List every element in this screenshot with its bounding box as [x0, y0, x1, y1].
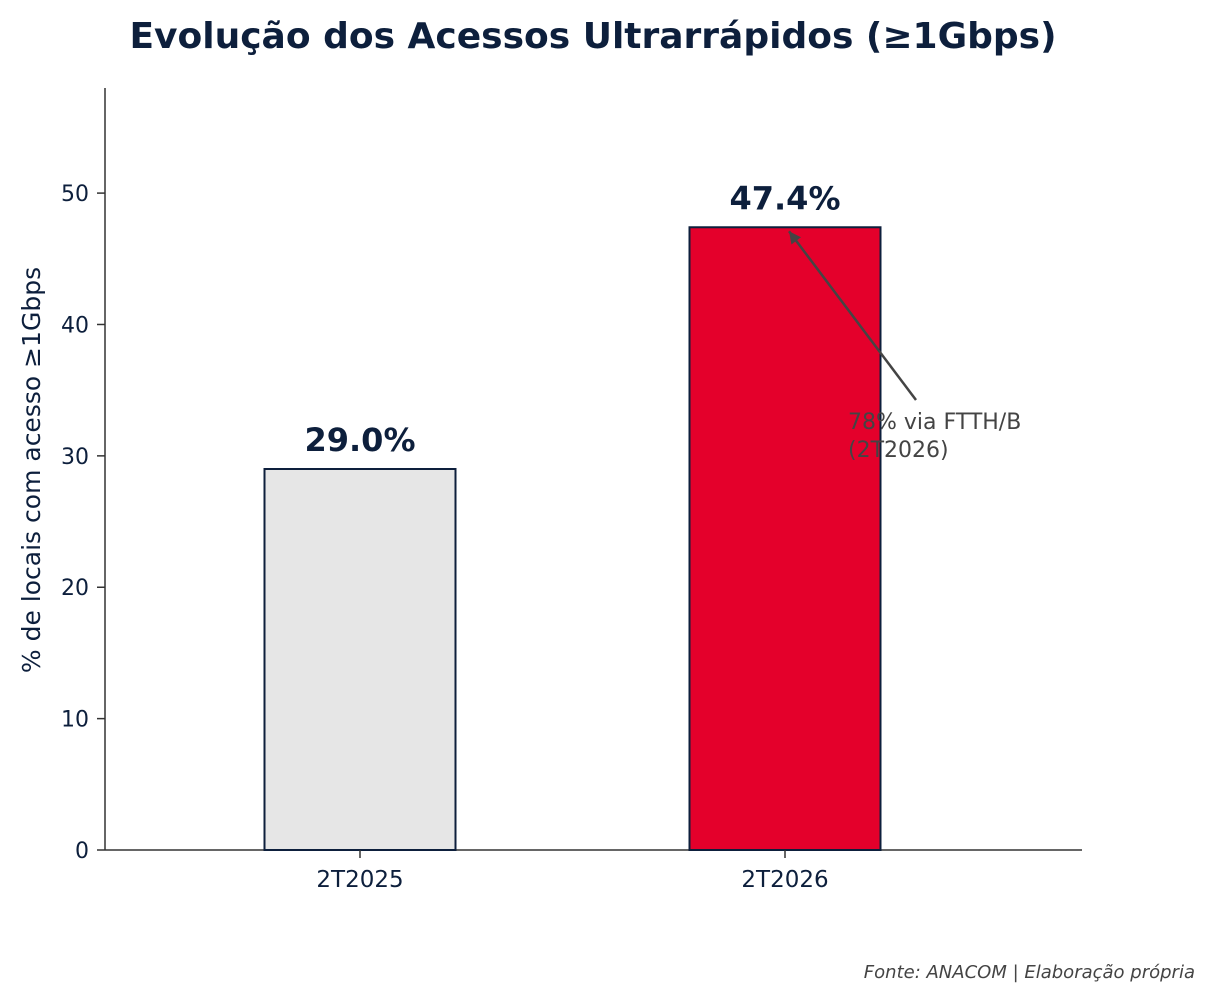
- data-label: 29.0%: [304, 421, 415, 459]
- plot-area: 0 10 20 30 40 50 29.0% 2T2025 47.4% 2T2026 78% via…: [61, 88, 1082, 893]
- bar: [263, 468, 457, 851]
- annotation-text: (2T2026): [848, 438, 949, 463]
- annotation-arrow-line: [788, 230, 917, 401]
- annotation-text: 78% via FTTH/B: [848, 410, 1021, 435]
- y-tick-label: 30: [61, 445, 89, 470]
- x-tick-label: 2T2025: [316, 867, 403, 893]
- y-axis-label: % de locais com acesso ≥1Gbps: [17, 267, 46, 673]
- y-tick-label: 20: [61, 576, 89, 601]
- y-tick-label: 40: [61, 313, 89, 338]
- data-label: 47.4%: [729, 179, 840, 217]
- x-tick-label: 2T2026: [741, 867, 828, 893]
- chart-title: Evolução dos Acessos Ultrarrápidos (≥1Gb…: [129, 16, 1056, 57]
- bar: [688, 226, 882, 851]
- y-tick-label: 0: [75, 839, 89, 864]
- y-tick-label: 10: [61, 708, 89, 733]
- source-note: Fonte: ANACOM | Elaboração própria: [863, 962, 1195, 983]
- annotation-arrowhead: [789, 231, 802, 245]
- y-tick-label: 50: [61, 182, 89, 207]
